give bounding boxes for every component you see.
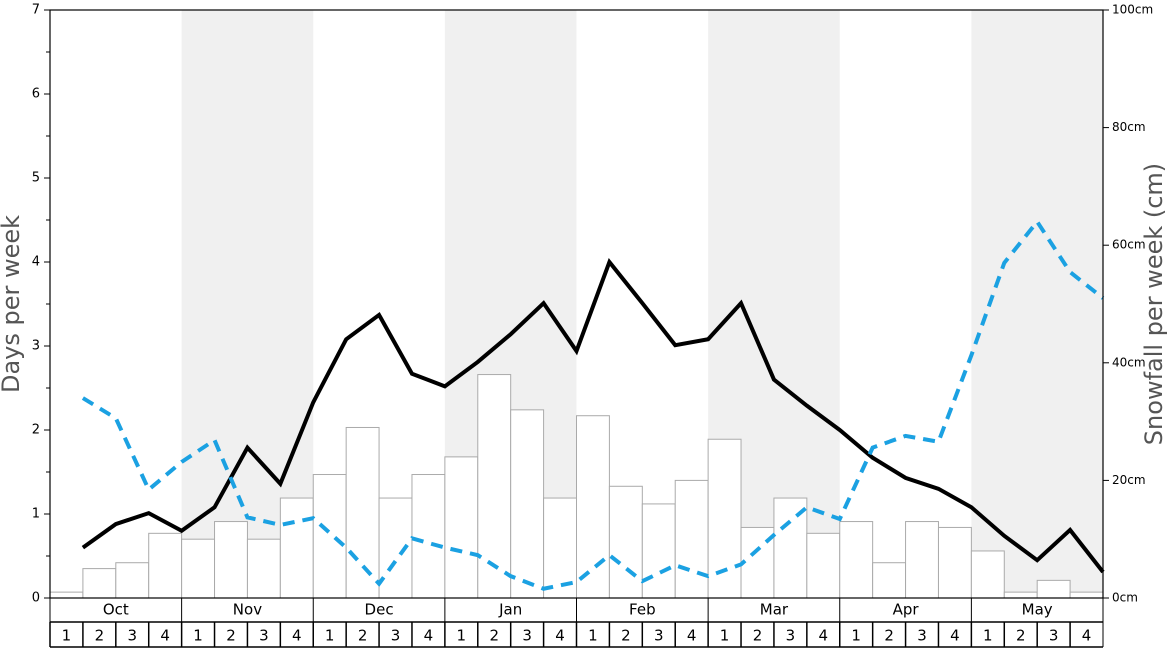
x-tick-label: 3 bbox=[259, 627, 269, 645]
month-label: Dec bbox=[365, 601, 394, 619]
bar bbox=[115, 562, 150, 599]
x-tick-label: 4 bbox=[819, 627, 829, 645]
bar bbox=[674, 479, 709, 599]
y2-tick-label: 100cm bbox=[1112, 3, 1153, 17]
bar bbox=[576, 415, 610, 599]
month-label: May bbox=[1022, 601, 1053, 619]
y-tick-label: 2 bbox=[32, 423, 40, 438]
bar bbox=[82, 568, 117, 599]
bar bbox=[608, 485, 643, 599]
x-tick-label: 2 bbox=[753, 627, 763, 645]
line bbox=[81, 218, 1105, 591]
bar bbox=[707, 438, 742, 599]
bar bbox=[444, 456, 479, 599]
x-tick-label: 2 bbox=[95, 627, 105, 645]
bar bbox=[49, 591, 84, 599]
x-tick-label: 3 bbox=[522, 627, 532, 645]
x-tick-label: 1 bbox=[720, 627, 730, 645]
month-label: Mar bbox=[760, 601, 789, 619]
month-shade bbox=[971, 10, 1103, 598]
month-label: Oct bbox=[103, 601, 129, 619]
bar bbox=[1069, 591, 1104, 599]
x-tick-label: 4 bbox=[1082, 627, 1092, 645]
x-tick-label: 1 bbox=[62, 627, 72, 645]
x-tick-label: 4 bbox=[687, 627, 697, 645]
bar bbox=[641, 503, 676, 599]
x-tick-label: 2 bbox=[226, 627, 236, 645]
x-tick-label: 3 bbox=[127, 627, 137, 645]
y2-tick-label: 80cm bbox=[1112, 120, 1146, 134]
bar bbox=[181, 538, 216, 599]
x-tick-label: 1 bbox=[983, 627, 993, 645]
x-tick-label: 4 bbox=[292, 627, 302, 645]
bar bbox=[937, 526, 972, 599]
y-tick-label: 6 bbox=[32, 87, 40, 102]
bar bbox=[148, 532, 183, 599]
y-tick-label: 7 bbox=[32, 3, 40, 18]
bar bbox=[477, 374, 512, 599]
bar bbox=[872, 562, 907, 599]
month-label: Feb bbox=[629, 601, 656, 619]
x-tick-label: 2 bbox=[621, 627, 631, 645]
bar bbox=[1036, 579, 1071, 599]
x-tick-label: 4 bbox=[950, 627, 960, 645]
y-tick-label: 0 bbox=[32, 591, 40, 606]
bar bbox=[1003, 591, 1038, 599]
x-tick-label: 1 bbox=[457, 627, 467, 645]
bar bbox=[279, 497, 314, 599]
line bbox=[81, 257, 1105, 574]
x-tick-label: 2 bbox=[489, 627, 499, 645]
y-tick-label: 5 bbox=[32, 171, 40, 186]
y-axis-label: Days per week bbox=[0, 215, 25, 393]
x-tick-label: 3 bbox=[391, 627, 401, 645]
x-tick-label: 3 bbox=[917, 627, 927, 645]
bar bbox=[905, 521, 939, 599]
bar bbox=[345, 426, 380, 599]
x-tick-label: 2 bbox=[884, 627, 894, 645]
x-tick-label: 3 bbox=[1049, 627, 1059, 645]
bar bbox=[806, 532, 841, 599]
x-tick-label: 3 bbox=[654, 627, 664, 645]
x-tick-label: 4 bbox=[424, 627, 434, 645]
month-label: Nov bbox=[233, 601, 262, 619]
x-tick-label: 4 bbox=[555, 627, 565, 645]
bar bbox=[312, 474, 347, 599]
bar bbox=[214, 521, 248, 599]
y2-tick-label: 0cm bbox=[1112, 591, 1138, 605]
x-tick-label: 3 bbox=[786, 627, 796, 645]
y-tick-label: 3 bbox=[32, 339, 40, 354]
y-tick-label: 4 bbox=[32, 255, 40, 270]
x-tick-label: 2 bbox=[1016, 627, 1026, 645]
y-tick-label: 1 bbox=[32, 507, 40, 522]
month-label: Apr bbox=[893, 601, 920, 619]
bar bbox=[839, 521, 874, 599]
month-label: Jan bbox=[498, 601, 522, 619]
x-tick-label: 1 bbox=[193, 627, 203, 645]
y2-tick-label: 60cm bbox=[1112, 238, 1146, 252]
y2-tick-label: 20cm bbox=[1112, 473, 1146, 487]
x-tick-label: 4 bbox=[160, 627, 170, 645]
bar bbox=[411, 474, 446, 599]
y2-tick-label: 40cm bbox=[1112, 355, 1146, 369]
x-tick-label: 1 bbox=[588, 627, 598, 645]
bar bbox=[970, 550, 1005, 599]
x-tick-label: 2 bbox=[358, 627, 368, 645]
x-tick-label: 1 bbox=[325, 627, 335, 645]
y2-axis-label: Snowfall per week (cm) bbox=[1140, 163, 1168, 445]
bar bbox=[510, 409, 545, 599]
bar bbox=[246, 538, 281, 599]
x-tick-label: 1 bbox=[851, 627, 861, 645]
